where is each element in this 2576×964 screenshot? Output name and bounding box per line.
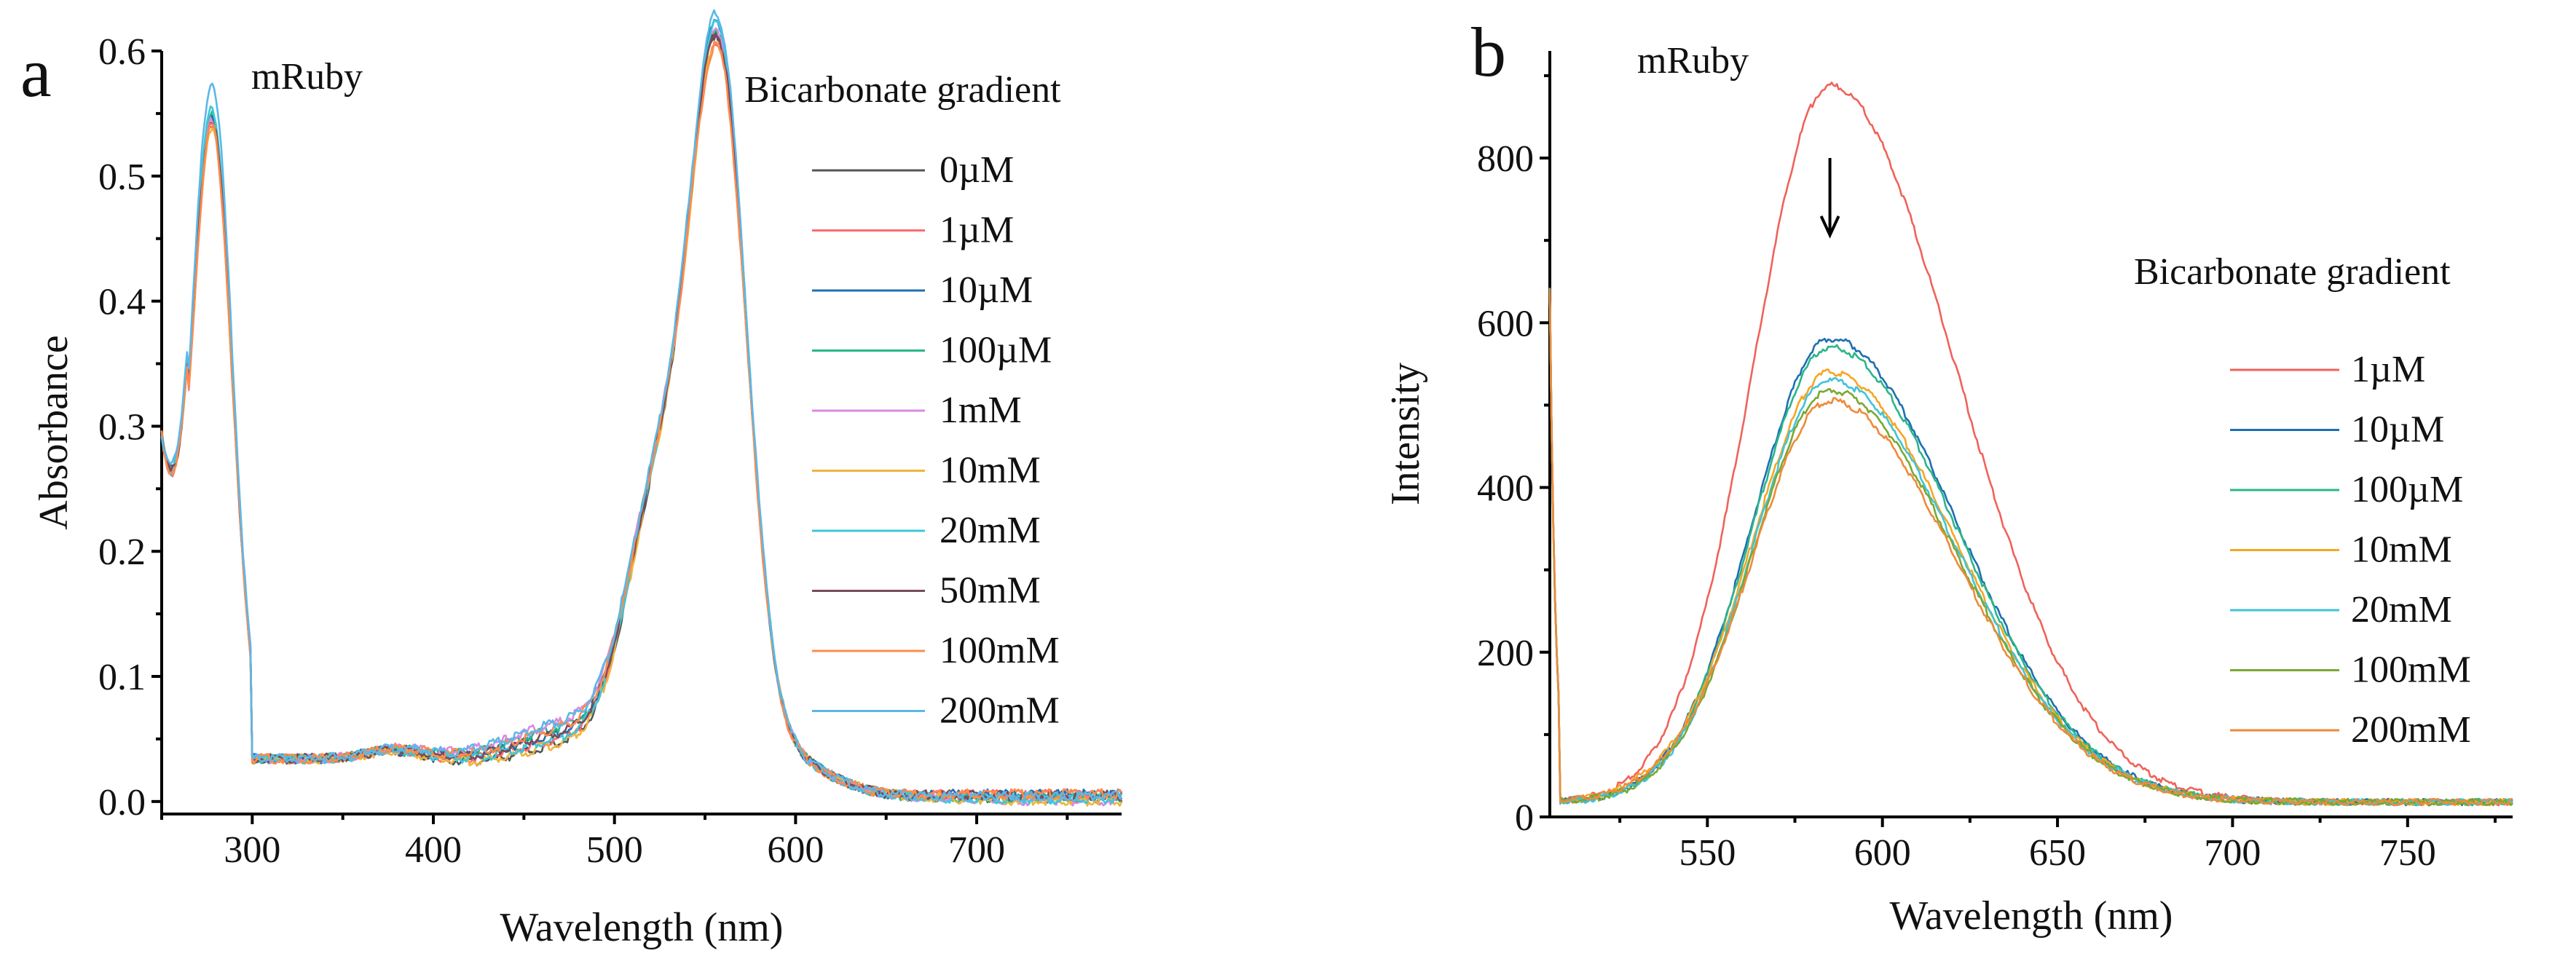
x-tick-label: 300 bbox=[224, 829, 280, 871]
series-line bbox=[1548, 293, 2513, 806]
x-tick-label: 400 bbox=[405, 829, 462, 871]
legend-entry: 10mM bbox=[2351, 529, 2452, 571]
y-tick-label: 0 bbox=[1515, 797, 1534, 839]
legend-entry: 20mM bbox=[940, 510, 1041, 551]
legend-entry: 1mM bbox=[940, 390, 1022, 431]
x-axis-label: Wavelength (nm) bbox=[500, 905, 784, 950]
protein-label: mRuby bbox=[251, 56, 363, 98]
y-tick-label: 0.3 bbox=[98, 406, 146, 448]
series-line bbox=[1548, 288, 2513, 807]
legend-entry: 0µM bbox=[940, 149, 1014, 191]
x-tick-label: 600 bbox=[1854, 832, 1911, 874]
legend-entry: 1µM bbox=[940, 210, 1014, 251]
panel-b-chart: b 0 200 400 600 800 550 600 650 700 750 Wavelength … bbox=[1383, 13, 2514, 939]
y-tick-label: 0.6 bbox=[98, 31, 146, 73]
x-axis-label: Wavelength (nm) bbox=[1890, 893, 2173, 939]
x-tick-label: 500 bbox=[586, 829, 643, 871]
legend-entry: 1µM bbox=[2351, 349, 2425, 390]
legend-entry: 10mM bbox=[940, 450, 1041, 491]
arrow-head bbox=[1819, 216, 1840, 239]
legend-entry: 200mM bbox=[940, 690, 1060, 732]
legend-entry: 10µM bbox=[2351, 409, 2444, 451]
y-axis-label: Absorbance bbox=[31, 335, 76, 529]
series-line bbox=[160, 9, 1122, 802]
protein-label: mRuby bbox=[1637, 40, 1749, 82]
legend-entry: 100µM bbox=[2351, 469, 2463, 510]
y-axis-label: Intensity bbox=[1383, 363, 1428, 505]
y-tick-label: 0.4 bbox=[98, 282, 146, 323]
x-tick-label: 750 bbox=[2379, 832, 2436, 874]
legend-entry: 200mM bbox=[2351, 709, 2471, 751]
y-tick-label: 0.0 bbox=[98, 782, 146, 823]
y-tick-label: 200 bbox=[1477, 633, 1534, 674]
x-tick-label: 700 bbox=[948, 829, 1005, 871]
legend-entry: 100mM bbox=[2351, 649, 2471, 691]
x-tick-label: 650 bbox=[2029, 832, 2086, 874]
y-tick-label: 400 bbox=[1477, 468, 1534, 510]
x-tick-label: 600 bbox=[767, 829, 824, 871]
legend-entry: 20mM bbox=[2351, 589, 2452, 631]
y-tick-label: 0.5 bbox=[98, 157, 146, 198]
panel-a-chart: a 0.0 0.1 0.2 0.3 0.4 0.5 0.6 300 400 500 600 700 Wav… bbox=[20, 9, 1123, 950]
legend-entry: 10µM bbox=[940, 269, 1033, 311]
legend-entry: 100µM bbox=[940, 330, 1052, 371]
panel-b-letter: b bbox=[1471, 13, 1506, 91]
x-tick-label: 550 bbox=[1679, 832, 1736, 874]
x-tick-label: 700 bbox=[2204, 832, 2261, 874]
y-tick-label: 800 bbox=[1477, 138, 1534, 180]
legend-entry: 50mM bbox=[940, 570, 1041, 612]
legend-title: Bicarbonate gradient bbox=[744, 69, 1061, 111]
legend-entry: 100mM bbox=[940, 630, 1060, 671]
y-tick-label: 0.1 bbox=[98, 657, 146, 698]
y-tick-label: 0.2 bbox=[98, 532, 146, 573]
panel-a-letter: a bbox=[20, 33, 52, 111]
y-tick-label: 600 bbox=[1477, 303, 1534, 344]
legend-title: Bicarbonate gradient bbox=[2134, 251, 2451, 293]
